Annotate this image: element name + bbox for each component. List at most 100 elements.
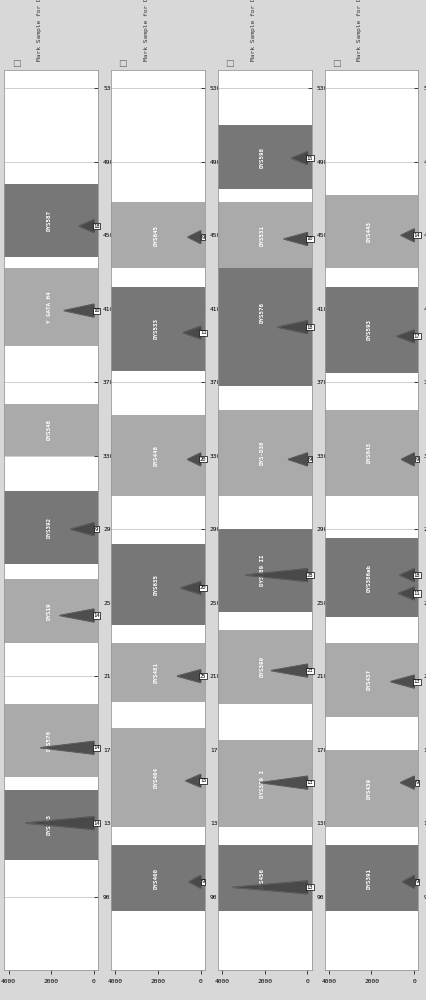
Text: 15: 15 xyxy=(306,156,313,161)
Bar xyxy=(324,410,417,496)
Bar xyxy=(111,544,204,625)
Text: DYS464: DYS464 xyxy=(153,767,158,788)
Bar xyxy=(324,287,417,373)
Text: DYS635: DYS635 xyxy=(153,574,158,595)
Polygon shape xyxy=(60,609,94,622)
Text: 9: 9 xyxy=(201,235,204,240)
Bar xyxy=(217,410,311,496)
Text: DYS439: DYS439 xyxy=(366,778,371,799)
Bar xyxy=(4,579,98,643)
Polygon shape xyxy=(187,453,200,466)
Text: DYS386ab: DYS386ab xyxy=(366,564,371,592)
Text: Mark Sample for Deletion: Mark Sample for Deletion xyxy=(37,0,42,61)
Text: DYS348: DYS348 xyxy=(46,420,52,440)
Bar xyxy=(217,845,311,911)
Polygon shape xyxy=(245,569,307,582)
Polygon shape xyxy=(277,321,307,334)
Text: 13: 13 xyxy=(306,885,313,890)
Bar xyxy=(324,538,417,617)
Bar xyxy=(4,790,98,860)
Text: DYS587: DYS587 xyxy=(46,210,52,231)
Polygon shape xyxy=(177,670,200,683)
Polygon shape xyxy=(64,304,94,317)
Polygon shape xyxy=(396,330,413,343)
Text: 11: 11 xyxy=(199,330,206,335)
Text: 14: 14 xyxy=(412,233,419,238)
Text: □: □ xyxy=(331,59,340,68)
Text: 25: 25 xyxy=(199,674,206,679)
Text: □: □ xyxy=(12,59,20,68)
Polygon shape xyxy=(188,875,200,888)
Bar xyxy=(111,643,204,702)
Text: □: □ xyxy=(118,59,127,68)
Text: 15: 15 xyxy=(199,778,206,783)
Polygon shape xyxy=(70,523,94,536)
Polygon shape xyxy=(400,229,413,242)
Text: 18: 18 xyxy=(306,325,313,330)
Bar xyxy=(4,268,98,346)
Text: DYS443: DYS443 xyxy=(366,221,371,242)
Bar xyxy=(217,630,311,704)
Polygon shape xyxy=(187,231,200,244)
Bar xyxy=(111,287,204,371)
Bar xyxy=(4,704,98,777)
Text: DYS391: DYS391 xyxy=(366,868,371,889)
Bar xyxy=(217,529,311,612)
Polygon shape xyxy=(291,152,307,165)
Text: 14: 14 xyxy=(93,821,100,826)
Text: 9: 9 xyxy=(414,780,417,785)
Polygon shape xyxy=(288,453,307,466)
Bar xyxy=(217,239,311,386)
Text: DYS-D38: DYS-D38 xyxy=(259,441,265,465)
Polygon shape xyxy=(40,741,94,754)
Polygon shape xyxy=(397,587,413,600)
Text: DYS19: DYS19 xyxy=(46,602,52,620)
Polygon shape xyxy=(232,881,307,894)
Text: DYS481: DYS481 xyxy=(153,662,158,683)
Text: 10: 10 xyxy=(306,236,313,241)
Bar xyxy=(217,202,311,268)
Text: 11: 11 xyxy=(412,591,419,596)
Text: Y GATA H4: Y GATA H4 xyxy=(46,291,52,323)
Text: 28: 28 xyxy=(306,573,313,578)
Text: 14: 14 xyxy=(93,613,100,618)
Polygon shape xyxy=(271,664,307,677)
Text: 14: 14 xyxy=(93,745,100,750)
Text: 13: 13 xyxy=(306,780,313,785)
Polygon shape xyxy=(26,817,94,829)
Bar xyxy=(217,740,311,827)
Text: 20: 20 xyxy=(199,585,206,590)
Bar xyxy=(111,845,204,911)
Text: DYS448: DYS448 xyxy=(153,445,158,466)
Bar xyxy=(324,750,417,827)
Text: DYS460: DYS460 xyxy=(153,868,158,889)
Text: DYS393: DYS393 xyxy=(46,814,52,835)
Bar xyxy=(324,643,417,717)
Bar xyxy=(111,415,204,496)
Text: DYS390: DYS390 xyxy=(259,656,265,677)
Bar xyxy=(324,195,417,268)
Text: DYS576: DYS576 xyxy=(259,302,265,323)
Text: □: □ xyxy=(225,59,233,68)
Bar xyxy=(4,491,98,564)
Text: DYS531: DYS531 xyxy=(259,225,265,246)
Bar xyxy=(324,845,417,911)
Text: 20: 20 xyxy=(199,457,206,462)
Bar xyxy=(111,202,204,268)
Text: 10: 10 xyxy=(93,308,100,313)
Text: DYS645: DYS645 xyxy=(153,225,158,246)
Text: DYS456: DYS456 xyxy=(259,868,265,889)
Polygon shape xyxy=(79,220,94,233)
Text: DYS392: DYS392 xyxy=(46,517,52,538)
Polygon shape xyxy=(400,776,413,789)
Text: 9: 9 xyxy=(95,527,98,532)
Polygon shape xyxy=(260,776,307,789)
Polygon shape xyxy=(400,453,413,466)
Text: Mark Sample for Deletion: Mark Sample for Deletion xyxy=(144,0,149,61)
Text: Mark Sample for Deletion: Mark Sample for Deletion xyxy=(357,0,362,61)
Bar xyxy=(4,404,98,456)
Polygon shape xyxy=(185,774,200,787)
Text: 9: 9 xyxy=(201,879,204,884)
Polygon shape xyxy=(390,675,413,688)
Text: DYS389 I: DYS389 I xyxy=(259,770,265,798)
